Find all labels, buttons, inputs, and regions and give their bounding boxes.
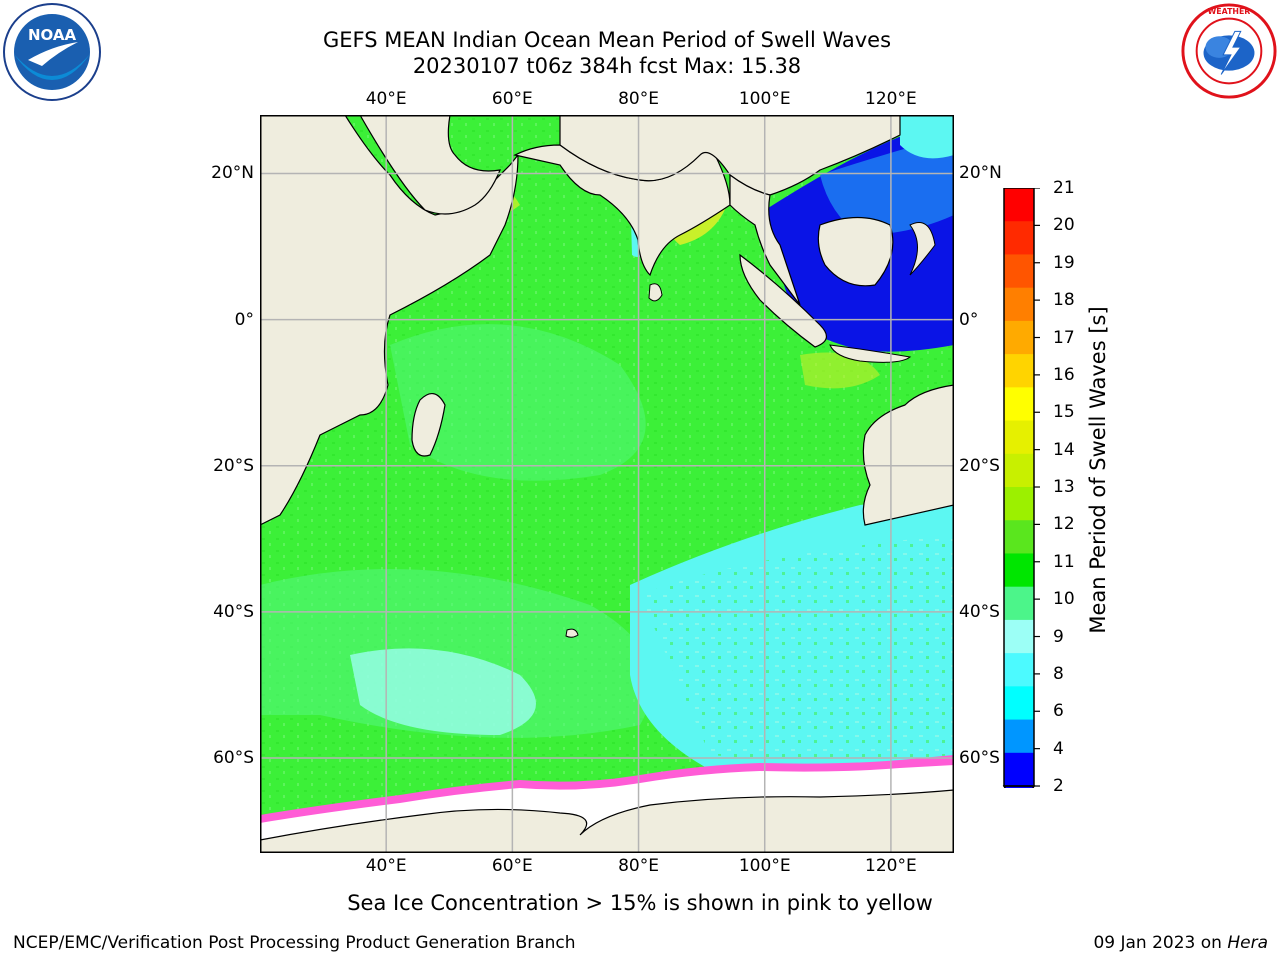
colorbar xyxy=(1002,188,1040,788)
lat-tick-label-right: 60°S xyxy=(959,748,1000,768)
colorbar-swatch xyxy=(1004,653,1034,687)
lat-tick-label-right: 20°S xyxy=(959,455,1000,476)
map-panel xyxy=(260,115,954,853)
land-kerguelen xyxy=(565,628,579,638)
chart-title: GEFS MEAN Indian Ocean Mean Period of Sw… xyxy=(322,28,892,52)
ocean-blue-mid xyxy=(820,135,954,235)
lon-tick-label-bottom: 80°E xyxy=(618,856,659,876)
gridlines xyxy=(260,115,954,853)
footer-date: 09 Jan 2023 on Hera xyxy=(1093,933,1268,953)
lat-tick-label-left: 20°S xyxy=(213,455,254,476)
nws-logo: WEATHER xyxy=(1181,3,1277,99)
colorbar-swatch xyxy=(1004,553,1034,588)
colorbar-tick-label: 19 xyxy=(1053,252,1075,273)
sea-ice-note: Sea Ice Concentration > 15% is shown in … xyxy=(347,891,933,915)
ocean-cyan-patch xyxy=(350,648,536,735)
colorbar-tick-label: 12 xyxy=(1053,514,1075,535)
colorbar-tick-label: 4 xyxy=(1053,738,1064,759)
lon-tick-label-top: 40°E xyxy=(365,89,407,109)
land-sumatra xyxy=(739,253,827,348)
colorbar-swatch xyxy=(1004,354,1034,388)
footer-credit: NCEP/EMC/Verification Post Processing Pr… xyxy=(13,933,576,953)
map-frame xyxy=(260,115,954,853)
lon-tick-label-top: 80°E xyxy=(618,89,659,109)
footer-host: Hera xyxy=(1227,933,1268,953)
lat-tick-label-left: 60°S xyxy=(213,748,254,768)
colorbar-tick-label: 20 xyxy=(1053,215,1075,236)
lon-tick-label-bottom: 40°E xyxy=(365,856,407,876)
svg-text:WEATHER: WEATHER xyxy=(1208,7,1251,16)
colorbar-swatch xyxy=(1004,686,1034,721)
ocean-cyan-texture xyxy=(640,535,954,765)
colorbar-swatch xyxy=(1004,420,1034,455)
noaa-logo-text: NOAA xyxy=(28,26,77,44)
colorbar-swatch xyxy=(1004,188,1034,222)
colorbar-swatch xyxy=(1004,221,1034,255)
colorbar-tick-label: 13 xyxy=(1053,477,1075,497)
lat-tick-label-right: 40°S xyxy=(959,601,1000,622)
colorbar-tick-label: 9 xyxy=(1053,626,1064,647)
lon-tick-label-bottom: 60°E xyxy=(491,856,533,876)
lon-tick-label-top: 100°E xyxy=(738,89,791,109)
land-sulawesi xyxy=(909,222,936,276)
colorbar-swatch xyxy=(1004,719,1034,754)
land-antarctica xyxy=(260,789,954,853)
lat-tick-label-right: 0° xyxy=(959,309,979,330)
lat-tick-label-left: 0° xyxy=(234,309,254,330)
lon-tick-label-top: 120°E xyxy=(865,89,917,109)
colorbar-tick-label: 16 xyxy=(1053,364,1075,385)
colorbar-swatch xyxy=(1004,453,1034,488)
ocean-band-light xyxy=(390,324,646,481)
colorbar-tick-label: 2 xyxy=(1053,776,1064,797)
colorbar-swatch xyxy=(1004,287,1034,322)
colorbar-swatch xyxy=(1004,586,1034,621)
colorbar-swatch xyxy=(1004,254,1034,289)
lon-tick-label-top: 60°E xyxy=(491,89,533,109)
land-australia xyxy=(862,384,954,526)
colorbar-swatch xyxy=(1004,619,1034,654)
colorbar-tick-label: 10 xyxy=(1053,589,1075,610)
lat-tick-label-left: 20°N xyxy=(211,163,254,184)
colorbar-swatch xyxy=(1004,487,1034,521)
colorbar-swatch xyxy=(1004,520,1034,554)
lon-tick-label-bottom: 120°E xyxy=(865,856,917,876)
colorbar-tick-label: 11 xyxy=(1053,551,1075,572)
footer-date-text: 09 Jan 2023 on xyxy=(1093,933,1222,953)
colorbar-tick-label: 15 xyxy=(1053,402,1075,423)
colorbar-tick-label: 21 xyxy=(1053,178,1075,198)
chart-subtitle: 20230107 t06z 384h fcst Max: 15.38 xyxy=(412,54,802,78)
land-sri-lanka xyxy=(648,283,663,302)
colorbar-tick-label: 17 xyxy=(1053,327,1075,348)
land-madagascar xyxy=(411,393,446,457)
colorbar-tick-label: 14 xyxy=(1053,439,1075,460)
land-java xyxy=(829,344,912,363)
lon-tick-label-bottom: 100°E xyxy=(738,856,791,876)
lat-tick-label-right: 20°N xyxy=(959,163,1002,184)
colorbar-tick-label: 8 xyxy=(1053,663,1064,684)
colorbar-swatch xyxy=(1004,752,1034,787)
colorbar-swatch xyxy=(1004,387,1034,422)
swell-period-map xyxy=(260,115,954,853)
ocean-cyan-pacific xyxy=(900,115,954,159)
colorbar-swatch xyxy=(1004,320,1034,355)
land-arabia xyxy=(359,115,501,215)
colorbar-tick-label: 18 xyxy=(1053,290,1075,311)
lat-tick-label-left: 40°S xyxy=(213,601,254,622)
colorbar-tick-label: 6 xyxy=(1053,701,1064,722)
noaa-logo: NOAA xyxy=(3,3,101,101)
land-africa xyxy=(260,115,519,526)
land-borneo xyxy=(817,216,894,287)
colorbar-title: Mean Period of Swell Waves [s] xyxy=(1086,306,1110,634)
